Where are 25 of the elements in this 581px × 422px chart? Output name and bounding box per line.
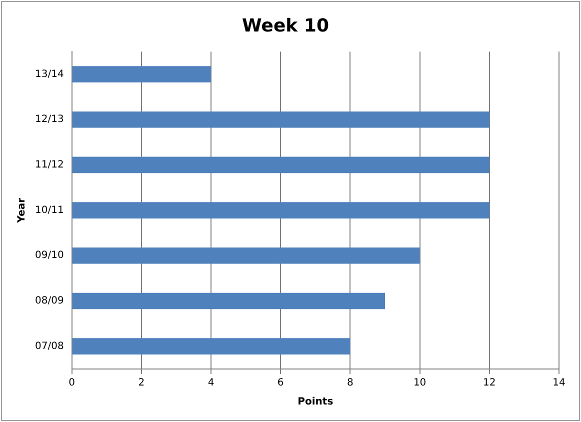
y-tick-label: 12/13	[34, 114, 64, 126]
bar	[72, 156, 490, 174]
bar	[72, 202, 490, 218]
y-tick-label: 07/08	[34, 340, 64, 352]
chart-title: Week 10	[242, 15, 329, 36]
y-axis-title: Year	[16, 198, 28, 224]
x-tick-label: 2	[138, 378, 145, 389]
bar	[72, 111, 490, 128]
x-tick-label: 4	[208, 378, 214, 389]
y-tick-label: 10/11	[34, 204, 64, 216]
x-axis-title: Points	[298, 396, 334, 408]
bar	[72, 247, 420, 264]
bar	[72, 66, 212, 82]
y-tick-label: 09/10	[34, 250, 64, 262]
x-tick-label: 10	[413, 378, 426, 389]
y-tick-label: 13/14	[34, 68, 64, 80]
x-tick-label: 6	[277, 378, 284, 389]
x-tick-label: 0	[68, 378, 76, 389]
y-tick-label: 08/09	[34, 296, 64, 307]
y-tick-label: 11/12	[34, 160, 64, 171]
bar	[72, 292, 386, 310]
bar	[72, 338, 350, 354]
x-tick-label: 14	[552, 378, 566, 389]
x-tick-label: 12	[483, 378, 496, 389]
x-tick-label: 8	[347, 378, 354, 389]
